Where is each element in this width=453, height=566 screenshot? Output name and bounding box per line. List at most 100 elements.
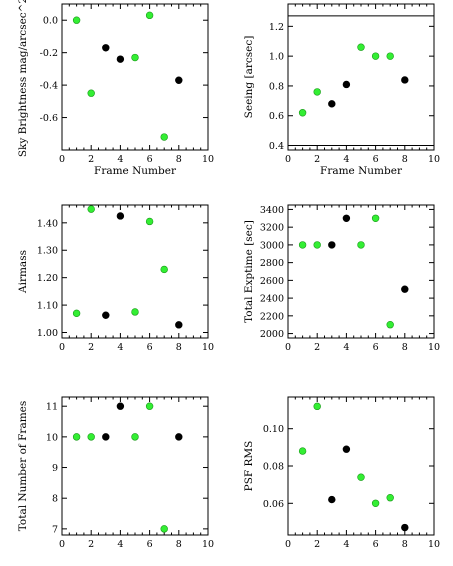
data-point bbox=[116, 402, 125, 410]
y-axis-title: Seeing [arcsec] bbox=[243, 36, 255, 119]
x-tick-label: 2 bbox=[314, 154, 320, 165]
data-point bbox=[116, 212, 125, 220]
data-point bbox=[313, 402, 321, 411]
plot-frame bbox=[61, 204, 209, 339]
y-tick-label: 1.10 bbox=[37, 301, 58, 312]
x-tick-label: 6 bbox=[373, 154, 379, 165]
y-tick-label: 0.6 bbox=[269, 111, 284, 122]
data-point bbox=[298, 109, 307, 117]
x-tick-label: 2 bbox=[314, 342, 320, 353]
data-point bbox=[401, 76, 409, 84]
y-tick-label: 1.40 bbox=[37, 218, 58, 229]
y-tick-label: 0.8 bbox=[269, 81, 284, 92]
data-point bbox=[145, 402, 154, 410]
data-point bbox=[160, 265, 168, 274]
plot-frame bbox=[287, 3, 435, 151]
y-tick-label: 0.4 bbox=[269, 141, 284, 152]
data-point bbox=[313, 88, 321, 96]
x-tick-label: 10 bbox=[202, 539, 214, 550]
data-point bbox=[145, 11, 154, 20]
data-point bbox=[298, 447, 307, 455]
chart-panel-2: 0 2 4 6 8 10 0.4 0.6 0.8 1.0 1.2 Frame Number Seeing… bbox=[243, 3, 440, 177]
data-point bbox=[72, 16, 81, 24]
y-tick-label: 2000 bbox=[260, 329, 284, 340]
y-tick-label: 3000 bbox=[260, 240, 284, 251]
data-point bbox=[371, 499, 380, 507]
x-tick-label: 10 bbox=[202, 154, 214, 165]
y-axis-title: Total Number of Frames bbox=[17, 401, 29, 532]
x-tick-label: 6 bbox=[373, 342, 379, 353]
y-tick-label: 2400 bbox=[260, 294, 284, 305]
data-point bbox=[386, 494, 394, 502]
chart-panel-6: 0 2 4 6 8 10 0.06 0.08 0.10 PSF RMS bbox=[243, 396, 440, 550]
x-tick-label: 8 bbox=[402, 154, 408, 165]
y-tick-label: 1.0 bbox=[269, 52, 284, 63]
data-point bbox=[87, 89, 95, 97]
x-tick-label: 2 bbox=[88, 539, 94, 550]
data-point bbox=[328, 241, 336, 249]
data-point bbox=[342, 445, 351, 453]
x-tick-label: 2 bbox=[88, 342, 94, 353]
data-point bbox=[401, 285, 409, 293]
data-point bbox=[328, 100, 336, 108]
x-tick-label: 6 bbox=[147, 154, 153, 165]
data-point bbox=[145, 217, 154, 226]
y-tick-label: 1.30 bbox=[37, 246, 58, 257]
x-tick-label: 0 bbox=[59, 539, 65, 550]
data-point bbox=[313, 241, 321, 249]
x-tick-label: 4 bbox=[117, 539, 123, 550]
data-point bbox=[342, 80, 351, 89]
y-axis-title: Sky Brightness mag/arcsec^2 bbox=[17, 0, 29, 157]
y-tick-label: 3200 bbox=[260, 223, 284, 234]
y-tick-label: 0.08 bbox=[263, 462, 284, 473]
y-tick-label: 1.00 bbox=[37, 328, 58, 339]
x-tick-label: 10 bbox=[428, 342, 440, 353]
y-tick-label: 1.2 bbox=[269, 22, 284, 33]
x-tick-label: 2 bbox=[88, 154, 94, 165]
y-tick-label: 8 bbox=[52, 494, 58, 505]
data-point bbox=[386, 321, 394, 329]
x-tick-label: 8 bbox=[402, 539, 408, 550]
x-axis-title: Frame Number bbox=[94, 165, 177, 177]
data-point bbox=[175, 76, 183, 84]
data-point bbox=[371, 214, 380, 223]
data-point bbox=[131, 433, 139, 441]
x-tick-label: 2 bbox=[314, 539, 320, 550]
y-tick-label: 3400 bbox=[260, 205, 284, 216]
y-axis-title: PSF RMS bbox=[243, 441, 255, 492]
x-tick-label: 4 bbox=[117, 342, 123, 353]
y-tick-label: -0.4 bbox=[40, 81, 58, 92]
data-point bbox=[371, 52, 380, 60]
chart-panel-3: 0 2 4 6 8 10 1.00 1.10 1.20 1.30 1.40 Airmass bbox=[17, 204, 214, 353]
x-axis-title: Frame Number bbox=[320, 165, 403, 177]
data-point bbox=[175, 321, 183, 329]
y-tick-label: 1.20 bbox=[37, 273, 58, 284]
y-tick-label: -0.6 bbox=[40, 113, 58, 124]
y-tick-label: 0.06 bbox=[263, 499, 284, 510]
x-tick-label: 6 bbox=[147, 539, 153, 550]
x-tick-label: 10 bbox=[428, 539, 440, 550]
y-axis-title: Airmass bbox=[17, 250, 29, 294]
data-point bbox=[401, 523, 409, 532]
x-tick-label: 8 bbox=[176, 539, 182, 550]
data-point bbox=[87, 433, 95, 441]
plot-frame bbox=[287, 204, 435, 339]
x-tick-label: 6 bbox=[147, 342, 153, 353]
y-tick-label: 11 bbox=[46, 402, 58, 413]
data-point bbox=[298, 241, 307, 249]
x-tick-label: 0 bbox=[285, 539, 291, 550]
x-tick-label: 0 bbox=[285, 342, 291, 353]
x-tick-label: 4 bbox=[343, 539, 349, 550]
x-tick-label: 0 bbox=[285, 154, 291, 165]
plot-frame bbox=[61, 3, 209, 151]
y-tick-label: 0.0 bbox=[43, 16, 58, 27]
y-tick-label: 7 bbox=[52, 524, 58, 535]
data-point bbox=[357, 43, 365, 51]
data-point bbox=[328, 495, 336, 504]
chart-panel-4: 0 2 4 6 8 10 2000 2200 2400 2600 2800 3000 3200 3400 T… bbox=[243, 204, 440, 353]
chart-panel-1: 0 2 4 6 8 10 0.0 -0.2 -0.4 -0.6 Frame Number Sky Br… bbox=[17, 0, 214, 177]
x-tick-label: 4 bbox=[343, 154, 349, 165]
data-point bbox=[72, 433, 81, 441]
data-point bbox=[175, 433, 183, 441]
chart-panel-5: 0 2 4 6 8 10 7 8 9 10 11 Total Number of Frames bbox=[17, 396, 214, 550]
